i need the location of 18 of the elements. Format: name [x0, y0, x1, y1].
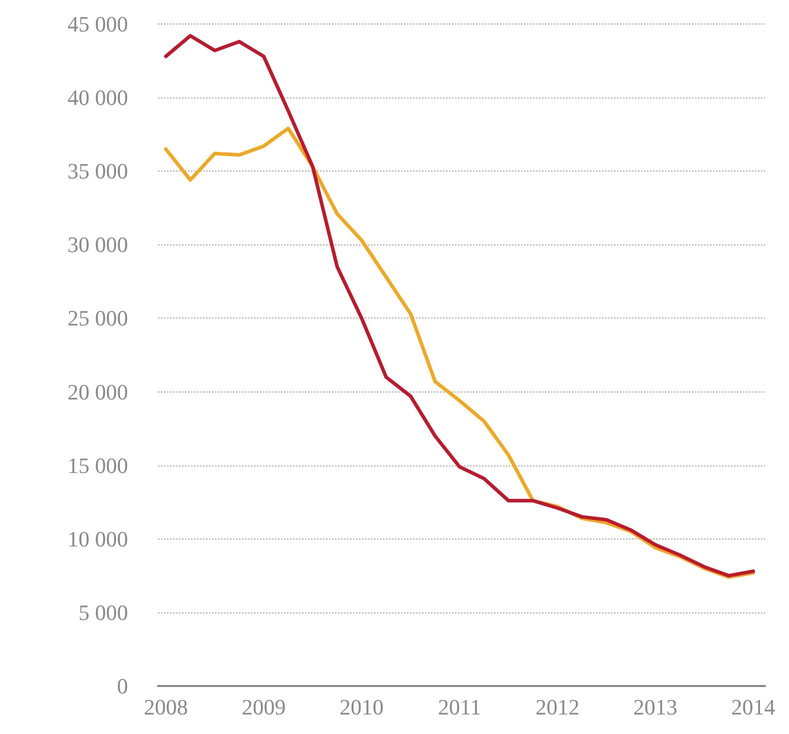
y-tick-label: 20 000 — [68, 379, 128, 404]
x-tick-label: 2013 — [633, 694, 678, 720]
x-tick-label: 2012 — [535, 694, 580, 720]
y-tick-label: 10 000 — [68, 526, 128, 552]
y-tick-label: 25 000 — [68, 306, 128, 331]
x-tick-label: 2008 — [144, 694, 188, 720]
y-tick-label: 30 000 — [68, 232, 128, 258]
line-series — [164, 34, 755, 578]
x-tick-label: 2010 — [340, 694, 384, 720]
x-tick-label: 2009 — [242, 694, 286, 720]
x-tick-label: 2011 — [438, 694, 482, 720]
y-tick-label: 35 000 — [68, 158, 128, 184]
y-tick-label: 15 000 — [68, 452, 128, 478]
y-tick-label: 40 000 — [68, 85, 128, 110]
y-tick-label: 5 000 — [78, 600, 128, 625]
y-tick-label: 0 — [117, 674, 128, 698]
y-tick-label: 45 000 — [68, 12, 128, 36]
x-tick-label: 2014 — [731, 694, 776, 720]
